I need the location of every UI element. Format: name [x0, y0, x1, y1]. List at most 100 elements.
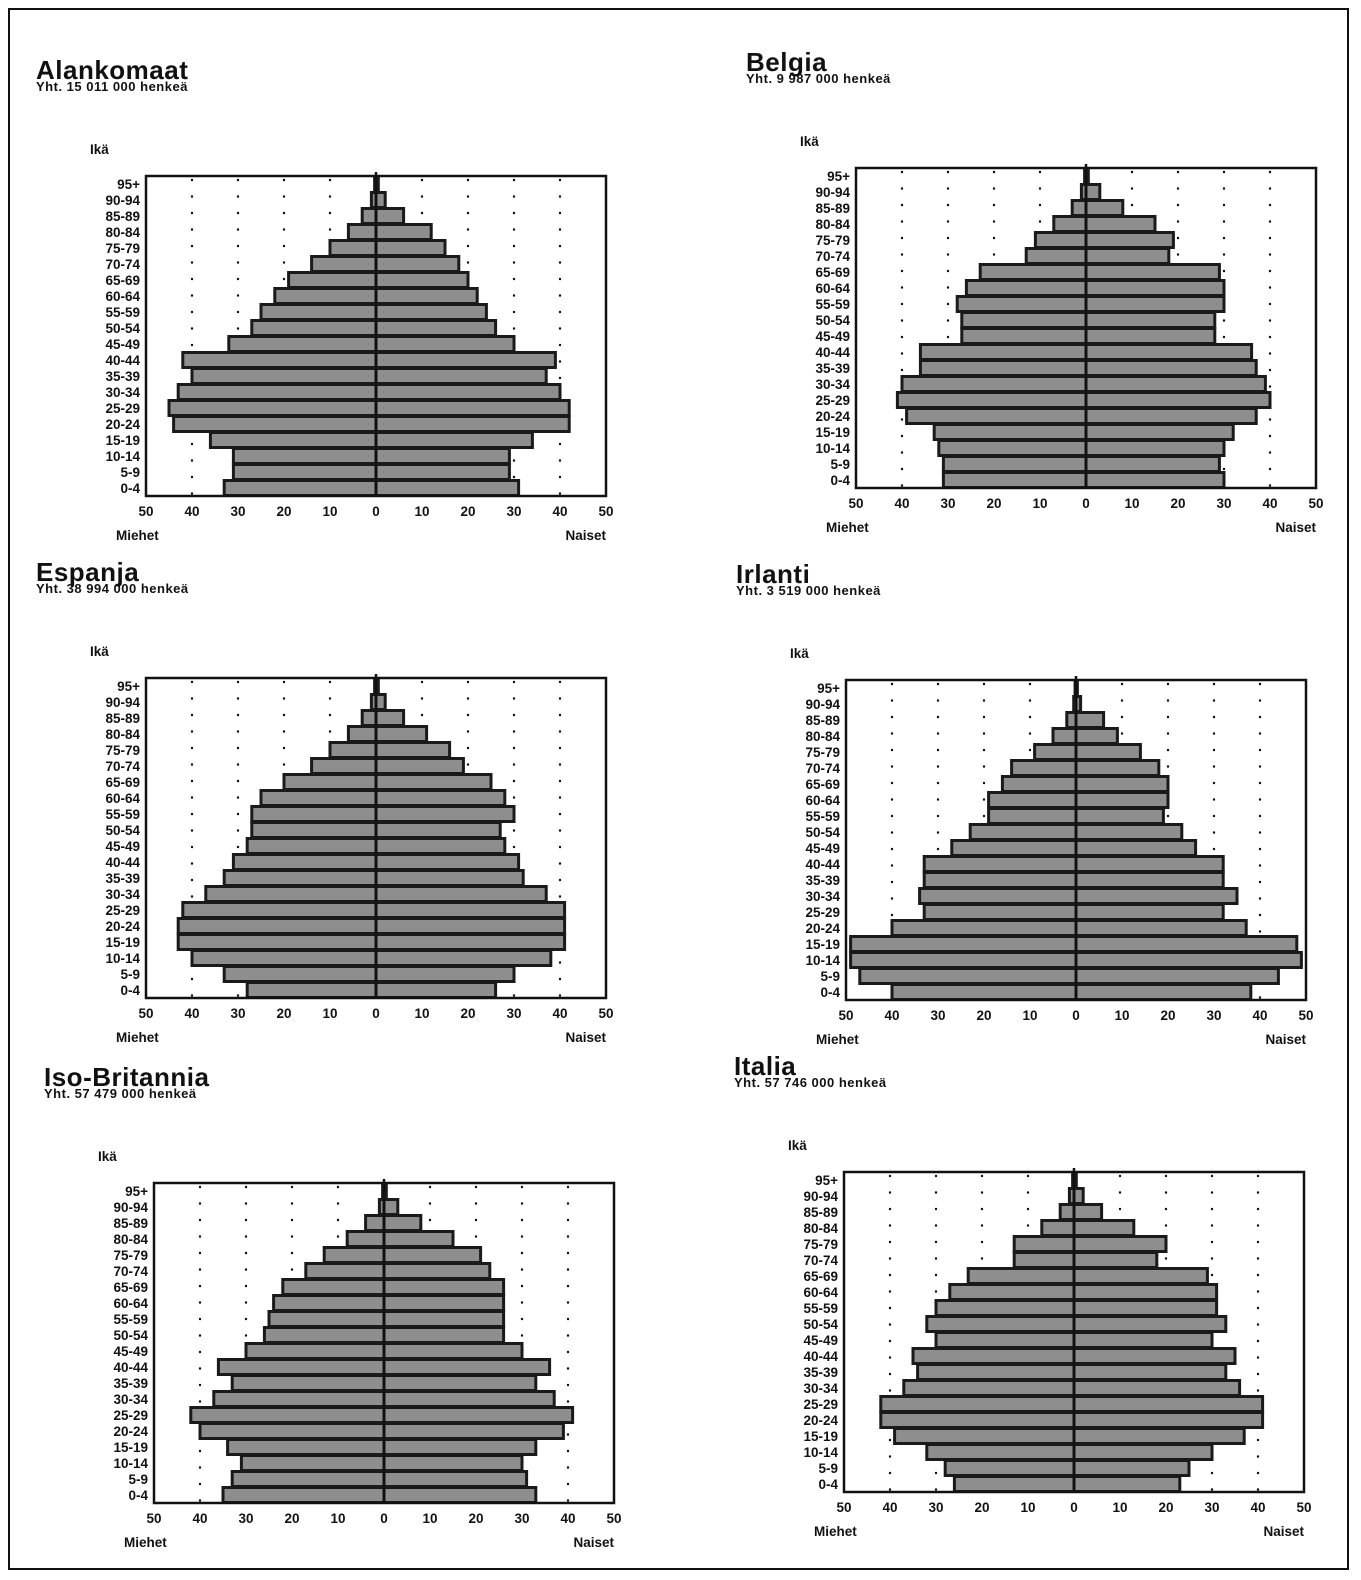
x-tick-label: 30: [940, 496, 955, 511]
age-tick-label: 25-29: [113, 1408, 148, 1423]
country-title: Iso-Britannia: [44, 1062, 210, 1092]
bar-women-65-69: [374, 271, 470, 289]
bar-women-10-14: [1074, 951, 1303, 969]
bar-women-60-64: [374, 287, 479, 305]
age-tick-label: 15-19: [815, 425, 850, 440]
bar-women-65-69: [1072, 1267, 1209, 1285]
bar-men-10-14: [190, 949, 378, 967]
country-title: Alankomaat: [36, 55, 189, 85]
bar-women-65-69: [1084, 263, 1221, 281]
x-tick-label: 10: [422, 1511, 437, 1526]
bar-women-15-19: [374, 933, 567, 951]
age-tick-label: 75-79: [105, 241, 140, 256]
x-tick-label: 20: [986, 496, 1001, 511]
population-total: Yht. 38 994 000 henkeä: [36, 581, 189, 596]
bar-women-80-84: [1074, 727, 1119, 745]
age-tick-label: 80-84: [803, 1221, 838, 1236]
age-tick-label: 35-39: [803, 1365, 838, 1380]
bar-women-45-49: [382, 1342, 524, 1360]
bar-women-45-49: [1072, 1331, 1214, 1349]
x-tick-label: 10: [1124, 496, 1139, 511]
age-tick-label: 40-44: [113, 1360, 148, 1375]
bar-men-10-14: [849, 951, 1078, 969]
age-tick-label: 85-89: [113, 1216, 148, 1231]
bar-men-15-19: [208, 431, 378, 449]
bar-women-75-79: [1072, 1235, 1168, 1253]
age-tick-label: 75-79: [105, 743, 140, 758]
bar-women-15-19: [1084, 423, 1235, 441]
bar-men-25-29: [879, 1395, 1076, 1413]
bar-women-10-14: [1084, 439, 1226, 457]
bar-men-20-24: [176, 917, 378, 935]
age-tick-label: 95+: [817, 681, 840, 696]
age-tick-label: 55-59: [105, 807, 140, 822]
bar-women-0-4: [1074, 983, 1253, 1001]
age-tick-label: 15-19: [803, 1429, 838, 1444]
bar-men-25-29: [922, 903, 1078, 921]
x-tick-label: 0: [372, 1006, 380, 1021]
age-tick-label: 45-49: [113, 1344, 148, 1359]
bar-women-60-64: [1072, 1283, 1219, 1301]
population-total: Yht. 57 746 000 henkeä: [734, 1075, 887, 1090]
age-tick-label: 85-89: [803, 1205, 838, 1220]
bar-men-65-69: [281, 1278, 386, 1296]
x-tick-label: 50: [838, 1008, 853, 1023]
bar-women-55-59: [374, 303, 488, 321]
bar-women-80-84: [382, 1230, 455, 1248]
age-axis-label: Ikä: [90, 644, 109, 659]
x-tick-label: 40: [560, 1511, 575, 1526]
bar-men-30-34: [204, 885, 378, 903]
bar-women-25-29: [374, 901, 567, 919]
x-tick-label: 20: [284, 1511, 299, 1526]
age-tick-label: 75-79: [803, 1237, 838, 1252]
age-tick-label: 35-39: [105, 871, 140, 886]
age-tick-label: 30-34: [105, 385, 140, 400]
age-tick-label: 40-44: [815, 345, 850, 360]
bar-women-50-54: [382, 1326, 506, 1344]
age-tick-label: 50-54: [113, 1328, 148, 1343]
age-tick-label: 90-94: [815, 185, 850, 200]
pyramid-panel-alankomaat: Alankomaat Yht. 15 011 000 henkeä 0-4 5-9 10…: [36, 55, 676, 568]
age-tick-label: 85-89: [805, 713, 840, 728]
bar-women-30-34: [374, 383, 562, 401]
bar-men-75-79: [328, 741, 378, 759]
bar-women-20-24: [1072, 1411, 1265, 1429]
x-tick-label: 30: [506, 504, 521, 519]
bar-men-15-19: [226, 1438, 386, 1456]
x-tick-label: 10: [1112, 1500, 1127, 1515]
bar-women-45-49: [374, 837, 507, 855]
age-tick-label: 5-9: [128, 1472, 148, 1487]
pyramid-panel-espanja: Espanja Yht. 38 994 000 henkeä 0-4 5-9 10-14…: [36, 559, 676, 1070]
bar-women-55-59: [374, 805, 516, 823]
country-title: Belgia: [746, 47, 828, 77]
age-tick-label: 50-54: [105, 823, 140, 838]
bar-men-85-89: [360, 709, 378, 727]
x-tick-label: 20: [974, 1500, 989, 1515]
bar-women-10-14: [382, 1454, 524, 1472]
bar-men-65-69: [978, 263, 1088, 281]
bar-women-75-79: [1084, 231, 1175, 249]
pyramid-panel-belgia: Belgia Yht. 9 987 000 henkeä 0-4 5-9 10-14 15…: [746, 47, 1361, 560]
age-tick-label: 70-74: [815, 249, 850, 264]
age-tick-label: 50-54: [803, 1317, 838, 1332]
age-tick-label: 75-79: [113, 1248, 148, 1263]
bar-men-85-89: [1058, 1203, 1076, 1221]
bar-men-50-54: [960, 311, 1088, 329]
age-tick-label: 50-54: [805, 825, 840, 840]
bar-men-0-4: [222, 479, 378, 497]
age-tick-label: 0-4: [820, 985, 840, 1000]
age-tick-label: 35-39: [105, 369, 140, 384]
age-tick-label: 30-34: [803, 1381, 838, 1396]
bar-women-55-59: [1084, 295, 1226, 313]
age-tick-label: 95+: [117, 177, 140, 192]
age-tick-label: 90-94: [105, 695, 140, 710]
bar-men-50-54: [250, 821, 378, 839]
bar-men-0-4: [245, 981, 378, 999]
bar-women-15-19: [374, 431, 534, 449]
bar-women-40-44: [374, 853, 521, 871]
x-tick-label: 20: [276, 1006, 291, 1021]
bar-men-80-84: [1051, 727, 1078, 745]
women-axis-label: Naiset: [1265, 1032, 1306, 1047]
x-tick-label: 30: [230, 504, 245, 519]
bar-men-70-74: [1012, 1251, 1076, 1269]
